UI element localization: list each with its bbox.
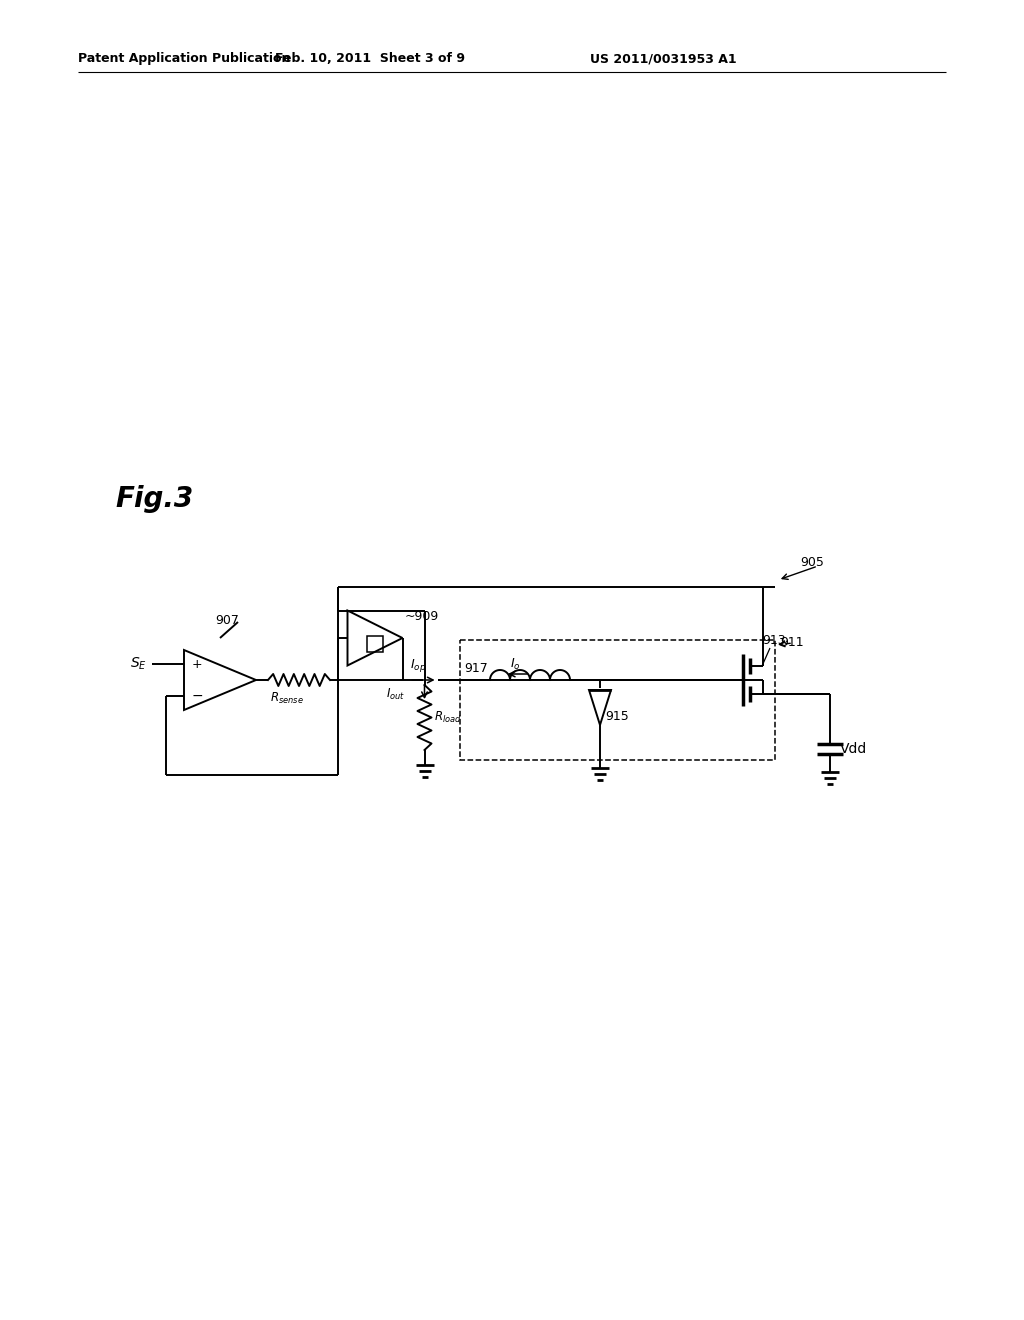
- Text: $R_{sense}$: $R_{sense}$: [270, 690, 304, 706]
- Text: Fig.3: Fig.3: [115, 484, 194, 513]
- Text: 911: 911: [780, 636, 804, 649]
- Text: 913: 913: [762, 634, 785, 647]
- Text: −: −: [193, 689, 204, 704]
- Text: $I_o$: $I_o$: [510, 656, 520, 672]
- Text: $R_{load}$: $R_{load}$: [434, 710, 462, 725]
- Text: ~909: ~909: [404, 610, 438, 623]
- Text: Vdd: Vdd: [840, 742, 867, 756]
- Text: 907: 907: [215, 614, 239, 627]
- Text: 905: 905: [800, 556, 824, 569]
- Text: $S_E$: $S_E$: [130, 656, 147, 672]
- Bar: [460, 640, 775, 760]
- Text: $I_{out}$: $I_{out}$: [386, 686, 406, 701]
- Text: US 2011/0031953 A1: US 2011/0031953 A1: [590, 51, 736, 65]
- Text: Feb. 10, 2011  Sheet 3 of 9: Feb. 10, 2011 Sheet 3 of 9: [275, 51, 465, 65]
- Text: 915: 915: [605, 710, 629, 723]
- Text: 917: 917: [464, 661, 487, 675]
- Text: $I_{op}$: $I_{op}$: [410, 657, 426, 675]
- Text: +: +: [193, 657, 203, 671]
- Text: Patent Application Publication: Patent Application Publication: [78, 51, 291, 65]
- Bar: [367, 636, 383, 652]
